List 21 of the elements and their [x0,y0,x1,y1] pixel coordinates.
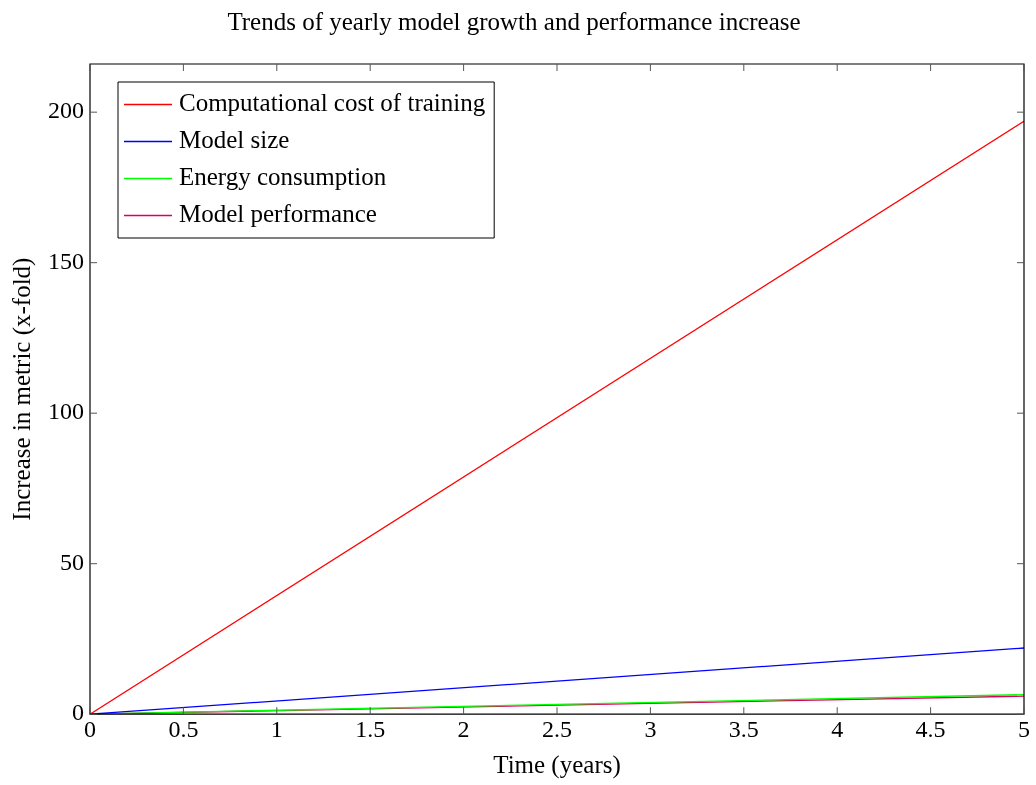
x-tick-label: 2 [457,715,470,742]
x-tick-label: 4 [831,715,844,742]
y-tick-label: 100 [48,398,84,425]
y-tick-label: 150 [48,247,84,274]
x-tick-label: 3 [644,715,657,742]
x-tick-label: 1 [270,715,283,742]
x-tick-label: 4.5 [915,715,946,742]
y-tick-label: 50 [60,548,84,575]
legend-label: Computational cost of training [179,89,486,117]
chart-title: Trends of yearly model growth and performance increase [227,7,801,35]
y-axis-title: Increase in metric (x-fold) [7,257,36,521]
legend-label: Energy consumption [179,163,387,191]
x-tick-label: 1.5 [355,715,386,742]
legend-label: Model size [179,126,290,154]
x-tick-label: 0.5 [168,715,199,742]
x-axis-title: Time (years) [493,750,621,779]
x-tick-label: 3.5 [728,715,759,742]
legend-label: Model performance [179,200,377,228]
x-tick-label: 5 [1018,715,1030,742]
y-tick-label: 200 [48,97,84,124]
x-tick-label: 2.5 [542,715,572,742]
